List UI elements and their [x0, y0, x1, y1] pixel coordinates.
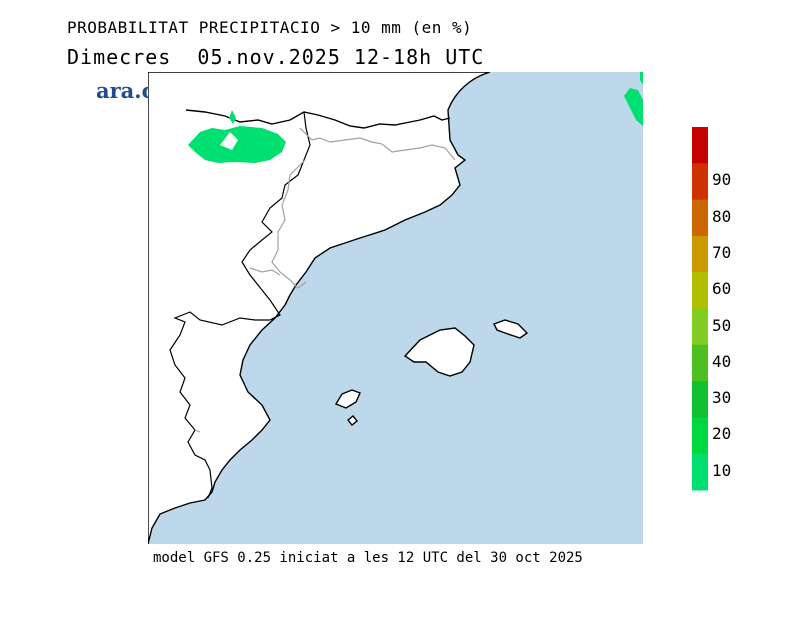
map-subtitle: Dimecres 05.nov.2025 12-18h UTC	[67, 45, 485, 69]
mallorca-island	[403, 327, 475, 377]
colorbar-label: 20	[712, 424, 732, 444]
precipitation-area-small	[229, 110, 236, 124]
colorbar-segment	[692, 344, 708, 382]
colorbar-label: 70	[712, 242, 732, 262]
precipitation-area-pyrenees	[188, 126, 286, 163]
colorbar-label: 50	[712, 315, 732, 335]
land-area	[148, 72, 491, 544]
precipitation-gap	[220, 132, 238, 150]
eivissa-island	[334, 389, 361, 409]
colorbar-segment	[692, 381, 708, 418]
menorca-island	[493, 319, 529, 339]
precipitation-area-france	[624, 72, 643, 126]
catalonia-boundary	[241, 111, 311, 321]
colorbar-segment	[692, 272, 708, 309]
colorbar-label: 30	[712, 388, 732, 408]
province-borders	[194, 127, 456, 433]
colorbar-segment	[692, 163, 708, 201]
colorbar-label: 40	[712, 351, 732, 371]
colorbar-label: 60	[712, 279, 732, 299]
colorbar-segment	[692, 127, 708, 164]
colorbar-segment	[692, 308, 708, 346]
colorbar-segment	[692, 235, 708, 273]
colorbar-segment	[692, 453, 708, 491]
pyrenees-border	[185, 109, 451, 129]
map-title: PROBABILITAT PRECIPITACIO > 10 mm (en %)	[67, 18, 473, 37]
colorbar-segment	[692, 199, 708, 237]
colorbar	[692, 127, 708, 491]
colorbar-label: 90	[712, 170, 732, 190]
valencia-boundary	[169, 311, 270, 499]
colorbar-label: 10	[712, 460, 732, 480]
colorbar-segment	[692, 417, 708, 455]
model-info-footer: model GFS 0.25 iniciat a les 12 UTC del …	[153, 550, 583, 566]
formentera-island	[347, 415, 358, 426]
colorbar-label: 80	[712, 206, 732, 226]
